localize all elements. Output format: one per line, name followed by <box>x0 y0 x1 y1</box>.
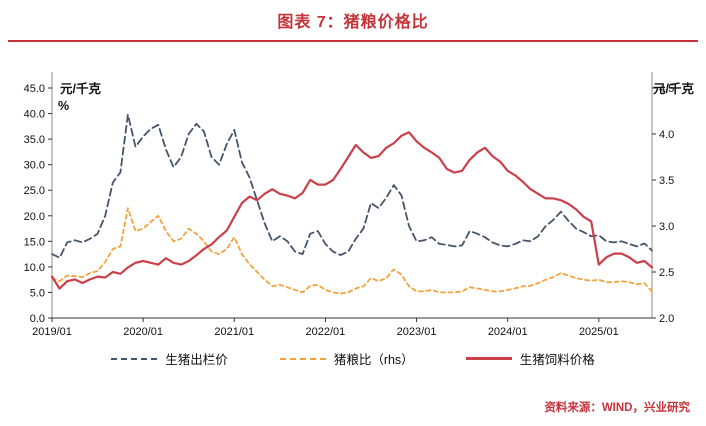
svg-text:35.0: 35.0 <box>24 134 45 146</box>
chart-svg: 0.0 5.0 10.0 15.0 20.0 25.0 30.0 35.0 40.0 45.0 2.… <box>24 72 674 338</box>
left-axis-percent-label: % <box>58 99 70 113</box>
legend-line-sample-pig-grain-ratio <box>279 357 326 360</box>
svg-text:2025/01: 2025/01 <box>579 326 619 338</box>
svg-text:45.0: 45.0 <box>24 83 45 95</box>
svg-text:3.5: 3.5 <box>659 175 674 187</box>
right-axis-unit-label: 元/千克 <box>653 82 694 96</box>
chart-legend: 生猪出栏价 猪粮比（rhs） 生猪饲料价格 <box>0 349 706 368</box>
svg-text:40.0: 40.0 <box>24 109 45 121</box>
svg-text:2.5: 2.5 <box>659 267 674 279</box>
plot-area: 0.0 5.0 10.0 15.0 20.0 25.0 30.0 35.0 40.0 45.0 2.… <box>0 56 706 356</box>
svg-text:15.0: 15.0 <box>24 236 45 248</box>
legend-item-pig-grain-ratio: 猪粮比（rhs） <box>279 349 414 368</box>
svg-text:4.5: 4.5 <box>659 83 674 95</box>
svg-text:2019/01: 2019/01 <box>32 326 72 338</box>
svg-text:0.0: 0.0 <box>30 313 45 325</box>
chart-title: 图表 7：猪粮价格比 <box>277 14 429 31</box>
legend-label-pig-price: 生猪出栏价 <box>165 353 228 367</box>
svg-text:30.0: 30.0 <box>24 160 45 172</box>
svg-text:3.0: 3.0 <box>659 221 674 233</box>
legend-label-pig-grain-ratio: 猪粮比（rhs） <box>333 353 414 367</box>
svg-text:10.0: 10.0 <box>24 262 45 274</box>
svg-text:5.0: 5.0 <box>30 287 45 299</box>
svg-text:2023/01: 2023/01 <box>397 326 437 338</box>
title-divider-line <box>8 40 698 42</box>
svg-text:25.0: 25.0 <box>24 185 45 197</box>
svg-text:2024/01: 2024/01 <box>488 326 528 338</box>
legend-item-feed-price: 生猪饲料价格 <box>465 349 595 368</box>
legend-line-sample-pig-price <box>111 357 158 360</box>
svg-text:2022/01: 2022/01 <box>306 326 346 338</box>
data-source-note: 资料来源：WIND，兴业研究 <box>544 402 690 414</box>
legend-label-feed-price: 生猪饲料价格 <box>519 353 595 367</box>
legend-line-sample-feed-price <box>465 357 512 360</box>
svg-text:4.0: 4.0 <box>659 129 674 141</box>
svg-text:20.0: 20.0 <box>24 211 45 223</box>
svg-text:2021/01: 2021/01 <box>214 326 254 338</box>
left-axis-unit-label: 元/千克 <box>60 82 101 96</box>
svg-text:2020/01: 2020/01 <box>123 326 163 338</box>
svg-text:2.0: 2.0 <box>659 313 674 325</box>
legend-item-pig-price: 生猪出栏价 <box>111 349 228 368</box>
